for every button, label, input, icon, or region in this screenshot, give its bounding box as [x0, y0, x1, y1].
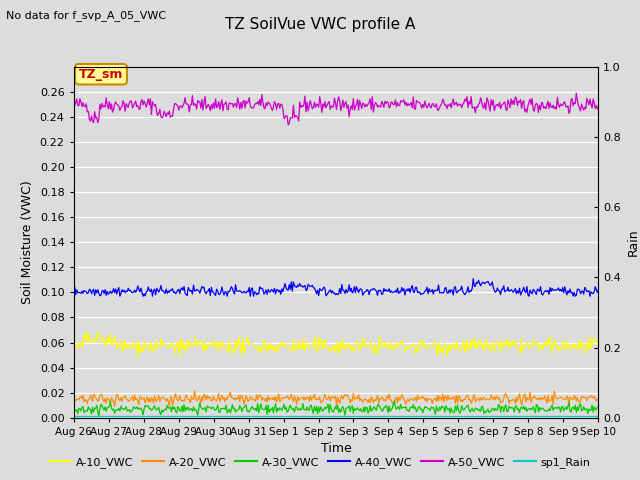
Y-axis label: Rain: Rain	[627, 228, 639, 256]
Text: TZ_sm: TZ_sm	[79, 68, 124, 81]
Text: No data for f_svp_A_05_VWC: No data for f_svp_A_05_VWC	[6, 11, 166, 22]
Text: TZ SoilVue VWC profile A: TZ SoilVue VWC profile A	[225, 17, 415, 32]
X-axis label: Time: Time	[321, 442, 351, 455]
Legend: A-10_VWC, A-20_VWC, A-30_VWC, A-40_VWC, A-50_VWC, sp1_Rain: A-10_VWC, A-20_VWC, A-30_VWC, A-40_VWC, …	[45, 452, 595, 472]
Y-axis label: Soil Moisture (VWC): Soil Moisture (VWC)	[21, 180, 34, 304]
